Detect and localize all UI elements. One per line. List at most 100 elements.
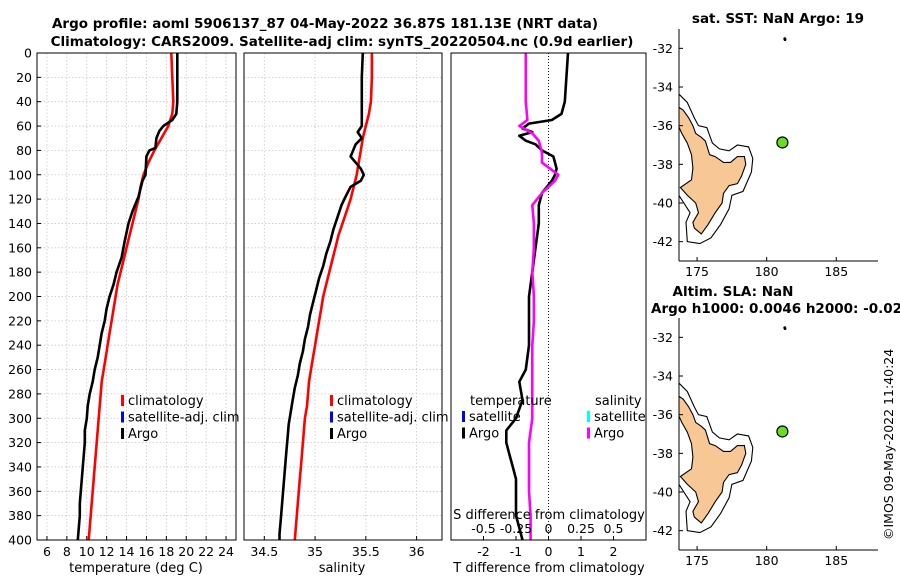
x-tick-label: 2 — [610, 544, 618, 559]
argo-position-marker — [776, 136, 789, 149]
y-tick-label: 160 — [8, 240, 32, 255]
series-climatology — [293, 53, 374, 541]
x-tick-label: 34.5 — [250, 544, 278, 559]
land-north-island — [679, 395, 747, 524]
series-s-difference — [518, 53, 560, 540]
x-tick-label: 20 — [178, 544, 194, 559]
y-tick-label: 220 — [8, 313, 32, 328]
series-climatology — [87, 52, 175, 541]
y-tick-label: 100 — [8, 167, 32, 182]
top-tick-label: 0.5 — [604, 521, 624, 536]
legend-swatch — [121, 395, 124, 406]
legend-title-temperature: temperature — [470, 394, 552, 409]
x-tick-label: 24 — [218, 544, 234, 559]
axes-frame — [243, 52, 443, 541]
y-tick-label: -32 — [653, 330, 673, 345]
x-tick-label: 12 — [99, 544, 115, 559]
legend-label: Argo — [337, 427, 367, 442]
land-north-island — [679, 106, 747, 235]
legend-swatch — [330, 395, 333, 406]
legend-swatch — [330, 428, 333, 439]
y-tick-label: -38 — [653, 446, 673, 461]
x-tick-label: 14 — [119, 544, 135, 559]
top-tick-label: 0 — [545, 521, 553, 536]
y-tick-label: 320 — [8, 435, 32, 450]
y-tick-label: 260 — [8, 362, 32, 377]
y-tick-label: -36 — [653, 407, 673, 422]
y-tick-label: -34 — [653, 369, 673, 384]
map-sla-title-line2: Argo h1000: 0.0046 h2000: -0.028 — [651, 301, 900, 317]
top-axis-label: S difference from climatology — [453, 508, 645, 523]
x-tick-label: 36 — [409, 544, 425, 559]
panel-salinity: 34.5 35 35.5 36 salinity climatology satellite… — [243, 52, 449, 576]
legend-label: climatology — [128, 394, 204, 409]
legend-swatch — [121, 428, 124, 439]
panel-temperature: 6 8 10 12 14 16 18 20 22 240204060801001201401601… — [8, 46, 239, 577]
legend-label: Argo — [128, 427, 158, 442]
top-tick-label: -0.25 — [500, 521, 532, 536]
small-island — [783, 327, 787, 331]
y-tick-label: -42 — [653, 523, 673, 538]
map-map_sst: 175 180 185 -32 -34 -36 -38 -40 -42 sat. SST: NaN… — [653, 11, 878, 279]
y-tick-label: 0 — [24, 46, 32, 61]
legend-swatch — [587, 411, 590, 422]
map-content — [679, 326, 789, 534]
x-tick-label: 185 — [824, 553, 848, 568]
legend-swatch — [330, 411, 333, 423]
legend-swatch — [587, 427, 590, 439]
y-tick-label: 200 — [8, 289, 32, 304]
map-map_sla: 175 180 185 -32 -34 -36 -38 -40 -42 Altim. SLA: N… — [651, 284, 900, 568]
y-tick-label: -42 — [653, 234, 673, 249]
y-tick-label: 360 — [8, 484, 32, 499]
top-tick-label: -0.5 — [471, 521, 495, 536]
x-tick-label: 1 — [577, 544, 585, 559]
legend-label: Argo — [469, 427, 499, 442]
y-tick-label: -40 — [653, 196, 673, 211]
legend-label: satellite — [469, 410, 521, 425]
y-tick-label: 400 — [8, 533, 32, 548]
x-tick-label: 18 — [158, 544, 174, 559]
small-island — [783, 38, 787, 42]
y-tick-label: -40 — [653, 485, 673, 500]
x-tick-label: 22 — [198, 544, 214, 559]
y-tick-label: 380 — [8, 508, 32, 523]
legend-label: satellite-adj. clim — [337, 411, 449, 426]
x-tick-label: 35 — [307, 544, 323, 559]
y-tick-label: -34 — [653, 80, 673, 95]
x-tick-label: 180 — [755, 264, 779, 279]
legend-swatch — [462, 427, 465, 439]
title-line1: Argo profile: aoml 5906137_87 04-May-202… — [52, 16, 598, 32]
y-tick-label: -36 — [653, 118, 673, 133]
y-tick-label: 40 — [16, 94, 32, 109]
series-t-difference — [505, 52, 570, 541]
y-tick-label: -32 — [653, 41, 673, 56]
y-tick-label: 60 — [16, 119, 32, 134]
legend-label: Argo — [594, 427, 624, 442]
imos-timestamp: ©IMOS 09-May-2022 11:40:24 — [881, 349, 896, 540]
y-tick-label: 280 — [8, 386, 32, 401]
x-tick-label: 0 — [545, 544, 553, 559]
x-tick-label: 180 — [755, 553, 779, 568]
series-argo — [76, 53, 179, 541]
y-tick-label: -38 — [653, 157, 673, 172]
x-tick-label: 175 — [685, 553, 709, 568]
legend-label: climatology — [337, 394, 413, 409]
x-tick-label: 6 — [43, 544, 51, 559]
y-tick-label: 20 — [16, 70, 32, 85]
legend-label: satellite — [594, 410, 646, 425]
x-tick-label: 175 — [685, 264, 709, 279]
series-argo — [278, 52, 366, 540]
y-tick-label: 120 — [8, 192, 32, 207]
y-tick-label: 180 — [8, 265, 32, 280]
x-tick-label: 16 — [138, 544, 154, 559]
panel-difference: -2 -1 0 1 2 T difference from climatology -0.5… — [450, 52, 647, 576]
y-tick-label: 140 — [8, 216, 32, 231]
x-tick-label: -2 — [477, 544, 489, 559]
x-tick-label: 35.5 — [352, 544, 380, 559]
x-axis-label: salinity — [319, 561, 366, 576]
legend-swatch — [462, 411, 465, 422]
map-sst-title: sat. SST: NaN Argo: 19 — [692, 11, 864, 27]
x-tick-label: 10 — [79, 544, 95, 559]
x-axis-label: temperature (deg C) — [69, 561, 203, 576]
x-tick-label: -1 — [510, 544, 522, 559]
